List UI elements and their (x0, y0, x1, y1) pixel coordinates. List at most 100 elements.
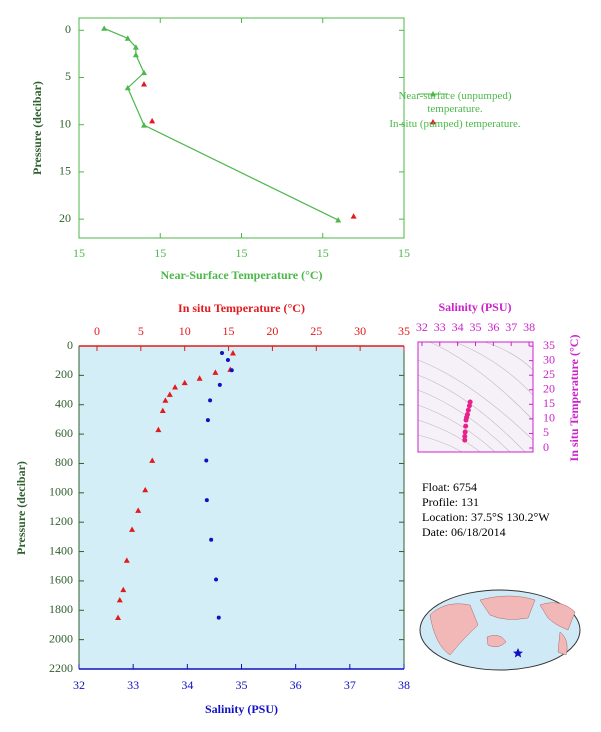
x-tick-label: 37 (344, 678, 356, 692)
data-point (101, 25, 108, 31)
y-tick-label: 2000 (49, 631, 73, 645)
data-point (142, 486, 149, 493)
x-tick-label: 10 (179, 324, 191, 338)
data-point (166, 391, 173, 397)
data-point (181, 379, 188, 386)
data-point (149, 117, 156, 124)
data-point (155, 426, 162, 433)
legend-label: In situ (pumped) temperature. (389, 118, 521, 130)
data-point (216, 615, 221, 620)
x-tick-label: 38 (523, 320, 535, 334)
y-tick-label: 0 (67, 338, 73, 352)
y-tick-label: 1600 (49, 573, 73, 587)
data-point (205, 418, 210, 423)
y-axis-label: Pressure (decibar) (14, 461, 28, 555)
y-tick-label: 600 (55, 426, 73, 440)
data-point (115, 614, 122, 621)
data-point (132, 44, 139, 50)
data-point (212, 369, 219, 375)
location: Location: 37.5°S 130.2°W (422, 510, 550, 524)
x-tick-label: 35 (398, 324, 410, 338)
data-point (229, 350, 236, 356)
data-point (116, 596, 123, 603)
data-point (124, 35, 131, 41)
data-point (141, 81, 147, 87)
y-tick-label: 20 (543, 382, 555, 396)
x-tick-label: 35 (236, 678, 248, 692)
data-point (123, 557, 130, 563)
data-point (463, 423, 469, 429)
y-tick-label: 0 (65, 22, 71, 36)
plot-background (418, 342, 533, 452)
data-point (220, 351, 224, 356)
data-point (462, 437, 468, 443)
data-point (141, 69, 147, 76)
x-tick-label: 20 (266, 324, 278, 338)
data-point (467, 399, 473, 405)
x-tick-label: 35 (470, 320, 482, 334)
x-tick-label: 25 (310, 324, 322, 338)
data-point (172, 384, 179, 390)
x-tick-label: 15 (73, 246, 85, 260)
y-tick-label: 25 (543, 367, 555, 381)
plot-background (79, 346, 404, 669)
y-tick-label: 30 (543, 352, 555, 366)
y-tick-label: 0 (543, 440, 549, 454)
x-axis-label: Salinity (PSU) (438, 300, 511, 314)
x-tick-label: 15 (223, 324, 235, 338)
data-point (229, 368, 234, 373)
data-point (149, 457, 156, 463)
y-tick-label: 15 (59, 164, 71, 178)
data-point (124, 84, 131, 91)
data-point (463, 417, 469, 423)
data-point (335, 217, 342, 223)
data-point (462, 429, 468, 435)
x-tick-label: 15 (398, 246, 410, 260)
data-point (217, 382, 222, 387)
y-tick-label: 1400 (49, 543, 73, 557)
data-point (466, 403, 472, 409)
world-map (419, 589, 581, 671)
y-tick-label: 20 (59, 211, 71, 225)
y-tick-label: 10 (543, 411, 555, 425)
x-tick-label: 5 (138, 324, 144, 338)
x-tick-label: 0 (94, 324, 100, 338)
profile-number: Profile: 131 (422, 495, 479, 509)
data-point (214, 577, 219, 582)
x-tick-label: 30 (354, 324, 366, 338)
y-tick-label: 10 (59, 116, 71, 130)
y-tick-label: 2200 (49, 661, 73, 675)
y-tick-label: 35 (543, 338, 555, 352)
data-point (209, 537, 214, 542)
x-tick-label: 34 (452, 320, 464, 334)
data-point (135, 507, 142, 513)
data-point (120, 586, 127, 593)
float-id: Float: 6754 (422, 480, 478, 494)
data-point (204, 498, 209, 503)
data-point (141, 122, 147, 128)
data-point (204, 458, 209, 463)
legend-marker (430, 119, 436, 125)
data-point (129, 526, 136, 532)
y-tick-label: 1800 (49, 602, 73, 616)
date: Date: 06/18/2014 (422, 525, 506, 539)
x-tick-label: 15 (236, 246, 248, 260)
data-point (132, 51, 139, 58)
y-tick-label: 5 (65, 69, 71, 83)
data-point (208, 398, 213, 403)
y-tick-label: 400 (55, 396, 73, 410)
legend-marker (430, 91, 436, 97)
x-tick-label: 36 (487, 320, 499, 334)
plot-frame (78, 17, 405, 239)
legend-label: Near-surface (unpumped) temperature. (398, 90, 512, 115)
y-tick-label: 1000 (49, 485, 73, 499)
x-tick-label: 38 (398, 678, 410, 692)
data-point (462, 433, 468, 439)
x-axis-label: Salinity (PSU) (205, 702, 278, 716)
x-axis-label: Near-Surface Temperature (°C) (160, 268, 322, 282)
y-tick-label: 15 (543, 396, 555, 410)
data-point (225, 357, 230, 362)
x-tick-label: 33 (127, 678, 139, 692)
series-line (103, 27, 339, 221)
